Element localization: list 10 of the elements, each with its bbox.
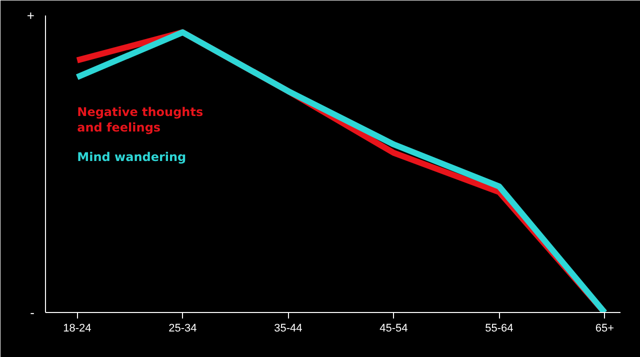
text: + [26,8,34,23]
x-tick-label: 35-44 [274,322,302,334]
x-tick-label: 45-54 [380,322,408,334]
text: - [30,305,35,320]
x-tick-label: 55-64 [485,322,514,334]
x-tick-label: 18-24 [63,322,92,334]
text: Mind wandering [77,150,186,164]
x-tick-label: 25-34 [168,322,197,334]
x-tick-label: 65+ [595,322,614,334]
text: Negative thoughts and feelings [77,105,204,135]
